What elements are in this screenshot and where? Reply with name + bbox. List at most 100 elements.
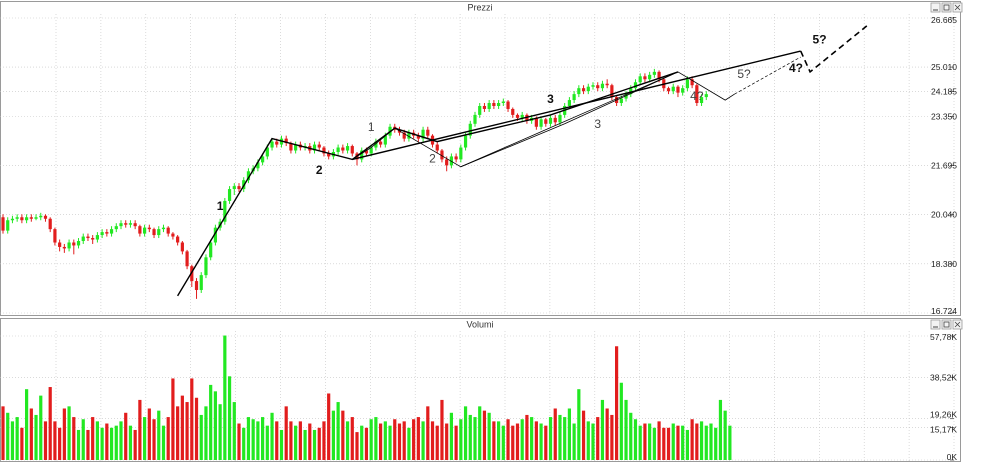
volume-window-controls[interactable] (930, 319, 963, 330)
candle-body (15, 217, 19, 219)
candle-body (374, 141, 378, 148)
price-panel-title: Prezzi (467, 3, 492, 13)
candle (695, 83, 699, 106)
wave-annotations: 1 2 1 2 3 3 4? 5? 5? 4? (217, 33, 827, 213)
candle-body (629, 88, 633, 95)
candle-body (440, 150, 444, 160)
volume-bar (180, 395, 184, 460)
candle (416, 132, 420, 142)
candle-body (143, 227, 147, 234)
volume-bar (525, 414, 529, 460)
candle (501, 98, 505, 106)
candle-body (20, 217, 24, 221)
volume-bar (430, 421, 435, 460)
candle-body (275, 141, 279, 145)
candle-body (567, 100, 571, 106)
volume-minimize-button[interactable] (930, 319, 941, 330)
candle (360, 147, 364, 163)
trendline-bold (352, 50, 801, 161)
candle-body (487, 103, 491, 109)
volume-bar (393, 419, 397, 460)
volume-bar (520, 419, 524, 460)
candle-body (553, 117, 557, 123)
candle (548, 114, 553, 127)
candle-body (261, 156, 265, 163)
wave-trendlines (176, 25, 868, 297)
candle (161, 224, 166, 233)
volume-bar (676, 425, 680, 460)
candle-body (6, 220, 10, 231)
volume-bar (374, 417, 378, 460)
price-tick-label: 26.665 (931, 15, 957, 25)
price-window-controls[interactable] (930, 2, 963, 13)
volume-bar (124, 412, 128, 460)
volume-bar (718, 399, 723, 460)
candle-body (58, 242, 62, 247)
wave-label: 3 (547, 92, 554, 106)
price-tick-label: 20.040 (931, 210, 957, 220)
volume-bar (586, 421, 590, 460)
candle (591, 82, 595, 90)
candle (6, 217, 10, 234)
candle (317, 141, 321, 151)
candle-body (317, 144, 321, 148)
candle-body (34, 217, 38, 219)
candle-body (289, 143, 293, 151)
candle (95, 232, 99, 243)
candle (681, 85, 685, 96)
candle-body (511, 108, 515, 115)
volume-bar (284, 406, 288, 460)
volume-bar (610, 414, 614, 460)
candle (520, 111, 524, 121)
volume-bar (563, 417, 567, 460)
volume-bar (709, 423, 713, 460)
volume-bar (95, 421, 99, 460)
price-tick-label: 21.695 (931, 160, 957, 170)
candle-body (209, 242, 213, 258)
volume-bar (114, 425, 118, 460)
candle (676, 85, 680, 98)
candle-body (166, 227, 170, 234)
volume-bar (402, 421, 406, 460)
candle (648, 71, 652, 83)
volume-bar (671, 423, 675, 460)
candle (105, 229, 109, 237)
volume-bar (1, 406, 5, 460)
volume-bar (596, 417, 600, 460)
candle (91, 235, 95, 244)
candle (586, 83, 590, 95)
price-minimize-button[interactable] (930, 2, 941, 13)
candle-body (619, 98, 623, 104)
volume-maximize-button[interactable] (941, 319, 952, 330)
volume-bar (10, 421, 15, 460)
candle-body (690, 79, 694, 86)
volume-bar (648, 423, 652, 460)
candle-body (435, 144, 439, 151)
candle (473, 111, 477, 127)
volume-bar (67, 406, 71, 460)
volume-bar (270, 412, 274, 460)
volume-bar (58, 427, 62, 460)
candle (544, 117, 548, 127)
volume-bar (345, 421, 350, 460)
volume-tick-label: 38,52K (930, 372, 957, 382)
candle (553, 114, 557, 126)
candle (605, 79, 609, 89)
candle (194, 278, 199, 299)
candle-body (605, 83, 609, 86)
volume-bar (511, 425, 515, 460)
candle-body (695, 85, 699, 104)
candle (128, 220, 133, 228)
candle-body (492, 103, 496, 106)
candle-body (10, 218, 15, 221)
volume-tick-label: 57,78K (930, 332, 957, 342)
volume-bar (388, 425, 392, 460)
volume-bar (133, 429, 137, 460)
price-maximize-button[interactable] (941, 2, 952, 13)
candle (109, 226, 114, 237)
volume-bar (643, 423, 647, 460)
volume-bar (72, 417, 76, 460)
volume-bar (416, 417, 420, 460)
volume-bar (242, 427, 246, 460)
volume-bar (572, 423, 576, 460)
